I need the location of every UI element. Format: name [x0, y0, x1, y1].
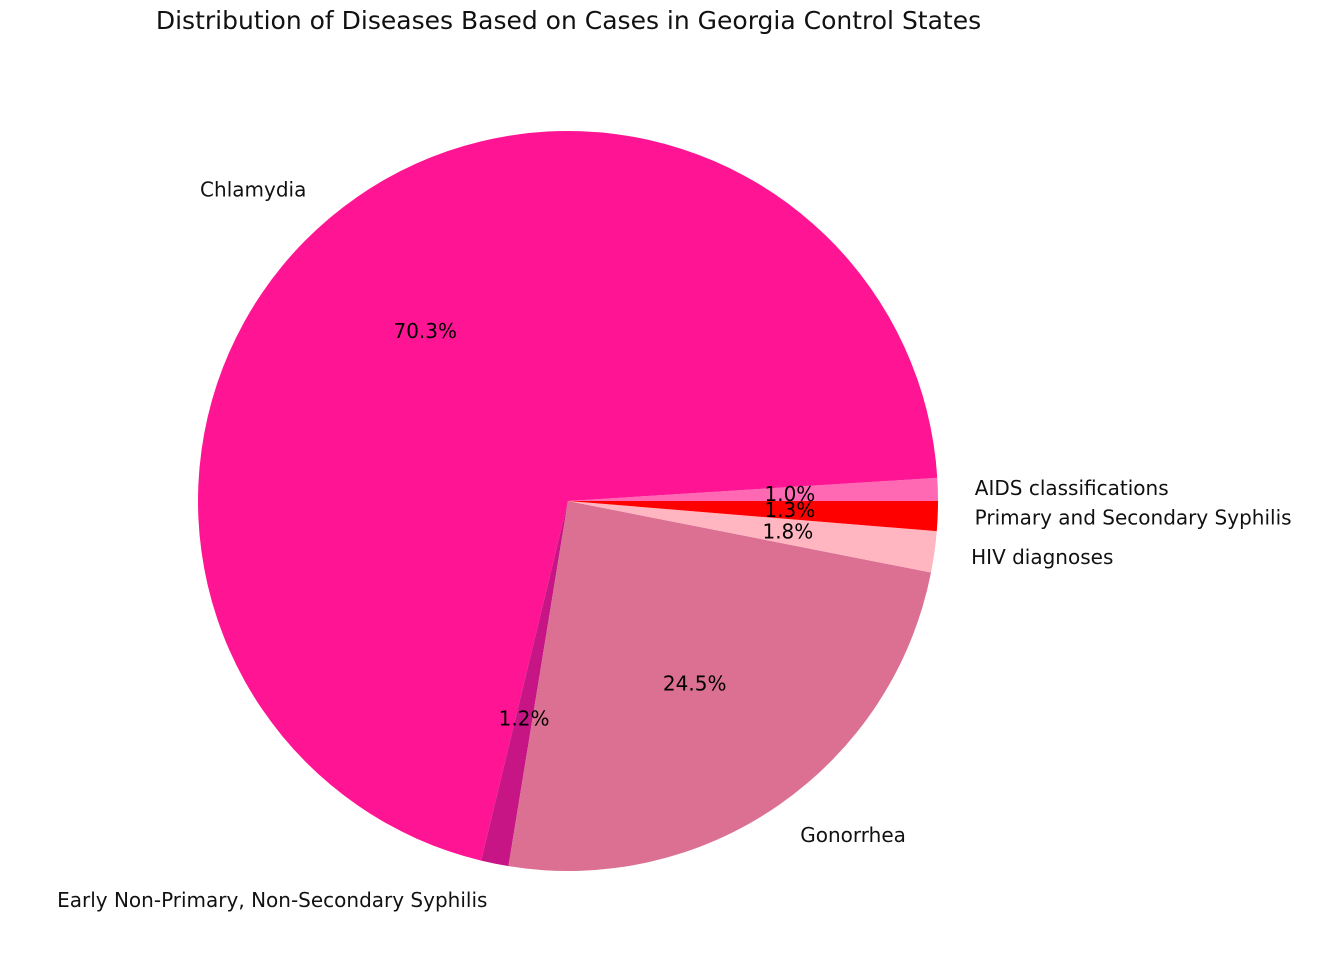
- slice-label-3: Gonorrhea: [800, 823, 906, 847]
- pie-slice-4: [568, 501, 937, 573]
- pie-slice-2: [481, 501, 568, 867]
- slice-percent-4: 1.8%: [762, 520, 813, 544]
- slice-percent-0: 1.0%: [764, 482, 815, 506]
- slices-group: [198, 131, 938, 871]
- slice-percent-5: 1.3%: [764, 498, 815, 522]
- slice-label-5: Primary and Secondary Syphilis: [975, 506, 1292, 530]
- slice-label-0: AIDS classifications: [975, 476, 1169, 500]
- chart-title: Distribution of Diseases Based on Cases …: [155, 6, 982, 35]
- slice-label-1: Chlamydia: [200, 177, 306, 201]
- slice-percent-1: 70.3%: [393, 319, 457, 343]
- pie-slice-3: [508, 501, 932, 871]
- pie-slice-1: [198, 131, 938, 861]
- labels-group: AIDS classifications 1.0% Chlamydia 70.3% Ea…: [57, 177, 1291, 912]
- slice-percent-2: 1.2%: [499, 707, 550, 731]
- slice-label-2: Early Non-Primary, Non-Secondary Syphili…: [57, 888, 487, 912]
- slice-label-4: HIV diagnoses: [971, 545, 1113, 569]
- slice-percent-3: 24.5%: [663, 671, 727, 695]
- pie-slice-5: [568, 501, 938, 532]
- pie-slice-0: [568, 477, 938, 501]
